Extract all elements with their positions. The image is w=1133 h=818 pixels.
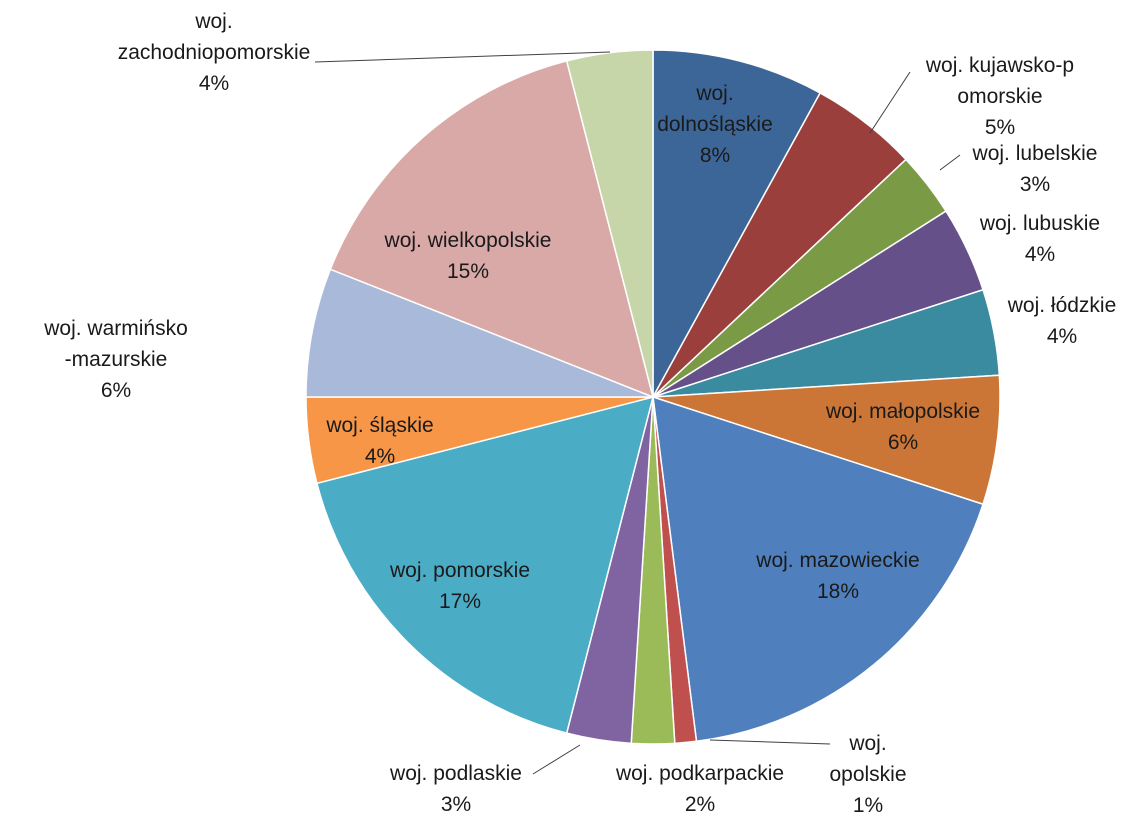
data-label: woj. podlaskie 3% xyxy=(389,762,522,816)
data-label-name: woj. łódzkie xyxy=(1007,294,1117,317)
data-label-percent: 6% xyxy=(888,431,918,454)
data-label-percent: 4% xyxy=(365,445,395,468)
data-label-name: woj. xyxy=(194,10,232,33)
data-label-name: woj. wielkopolskie xyxy=(384,229,552,252)
data-label-percent: 3% xyxy=(1020,173,1050,196)
data-label-name: woj. warmińsko xyxy=(43,317,188,340)
data-label-percent: 3% xyxy=(441,793,471,816)
data-label-percent: 15% xyxy=(447,260,489,283)
leader-line xyxy=(533,745,580,774)
data-label-name: woj. lubuskie xyxy=(979,212,1100,235)
data-label-name: woj. pomorskie xyxy=(389,559,530,582)
data-label-name: woj. podkarpackie xyxy=(615,762,784,785)
data-label: woj. zachodniopomorskie 4% xyxy=(118,10,311,95)
data-label-name: woj. śląskie xyxy=(325,414,433,437)
data-label-percent: 4% xyxy=(199,72,229,95)
data-label-name: woj. lubelskie xyxy=(972,142,1098,165)
data-label-percent: 1% xyxy=(853,794,883,817)
data-label-name: -mazurskie xyxy=(65,348,168,371)
data-label: woj. podkarpackie 2% xyxy=(615,762,784,816)
data-label-percent: 4% xyxy=(1025,243,1055,266)
pie-slices xyxy=(306,50,1000,744)
data-label-percent: 2% xyxy=(685,793,715,816)
data-label: woj. opolskie 1% xyxy=(829,732,906,817)
data-label: woj. łódzkie 4% xyxy=(1007,294,1117,348)
leader-line xyxy=(870,72,910,133)
data-label: woj. warmińsko -mazurskie 6% xyxy=(43,317,188,402)
data-label-name: omorskie xyxy=(957,85,1042,108)
data-label-name: woj. xyxy=(848,732,886,755)
data-label-percent: 17% xyxy=(439,590,481,613)
data-label: woj. lubelskie 3% xyxy=(972,142,1098,196)
data-label-percent: 18% xyxy=(817,580,859,603)
data-label: woj. lubuskie 4% xyxy=(979,212,1100,266)
data-label-percent: 8% xyxy=(700,144,730,167)
data-label-percent: 5% xyxy=(985,116,1015,139)
leader-line xyxy=(710,740,830,744)
data-label-name: woj. małopolskie xyxy=(825,400,980,423)
leader-line xyxy=(940,155,960,170)
data-label-percent: 4% xyxy=(1047,325,1077,348)
data-label-name: woj. kujawsko-p xyxy=(925,54,1074,77)
data-label-name: woj. xyxy=(695,82,733,105)
data-label-percent: 6% xyxy=(101,379,131,402)
data-label-name: opolskie xyxy=(829,763,906,786)
data-label-name: zachodniopomorskie xyxy=(118,41,311,64)
data-label-name: dolnośląskie xyxy=(657,113,773,136)
data-label-name: woj. podlaskie xyxy=(389,762,522,785)
data-label: woj. kujawsko-p omorskie 5% xyxy=(925,54,1074,139)
data-label-name: woj. mazowieckie xyxy=(755,549,919,572)
